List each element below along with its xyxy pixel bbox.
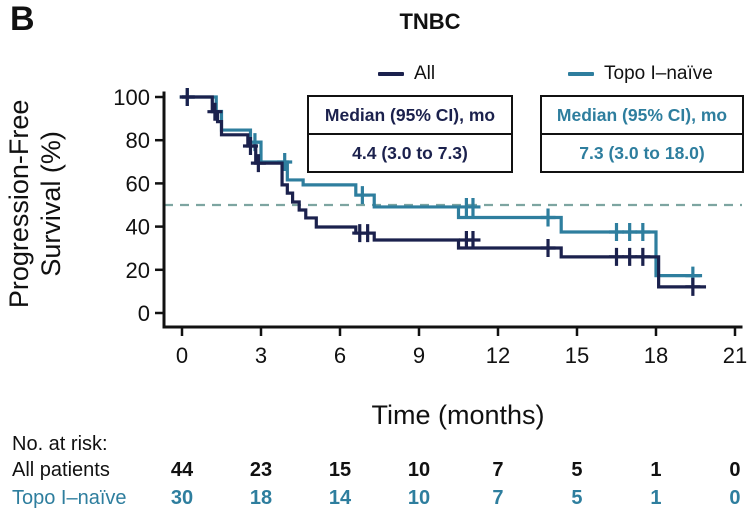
at-risk-value: 10 xyxy=(407,487,431,509)
x-tick-label: 18 xyxy=(644,343,668,368)
legend-line-all-icon xyxy=(378,72,404,76)
y-tick-label: 40 xyxy=(126,215,150,240)
censor-mark-topo xyxy=(635,223,651,241)
legend-label-all: All xyxy=(414,63,436,84)
at-risk-value: 7 xyxy=(492,459,504,481)
censor-mark-topo xyxy=(465,197,481,216)
at-risk-value: 44 xyxy=(170,459,194,481)
legend-label-topo: Topo I–naïve xyxy=(604,63,713,84)
legend-line-topo-icon xyxy=(568,72,594,76)
median-box-all-value: 4.4 (3.0 to 7.3) xyxy=(352,142,468,163)
at-risk-value: 15 xyxy=(328,459,352,481)
censor-mark-topo xyxy=(608,223,624,241)
at-risk-value: 5 xyxy=(571,459,583,481)
median-box-topo: Median (95% CI), mo 7.3 (3.0 to 18.0) xyxy=(540,95,744,173)
median-box-all: Median (95% CI), mo 4.4 (3.0 to 7.3) xyxy=(307,95,513,173)
at-risk-value: 1 xyxy=(650,487,662,509)
censor-mark-all xyxy=(360,224,376,243)
at-risk-heading: No. at risk: xyxy=(12,433,108,455)
censor-mark-topo xyxy=(622,223,638,241)
legend-item-topo: Topo I–naïve xyxy=(568,61,713,87)
x-tick-label: 3 xyxy=(255,343,267,368)
at-risk-value: 18 xyxy=(249,487,273,509)
x-axis-title: Time (months) xyxy=(371,400,545,430)
censor-mark-all xyxy=(635,247,651,266)
x-tick-label: 0 xyxy=(176,343,188,368)
y-tick-label: 20 xyxy=(126,258,150,283)
censor-mark-all xyxy=(179,88,195,106)
censor-mark-all xyxy=(242,137,258,156)
y-axis-title: Progression-Free Survival (%) xyxy=(4,69,68,339)
censor-mark-all xyxy=(622,247,638,266)
at-risk-value: 0 xyxy=(729,487,741,509)
censor-mark-all xyxy=(608,247,624,266)
axes xyxy=(162,91,743,329)
censor-mark-all xyxy=(685,277,701,296)
median-box-topo-value: 7.3 (3.0 to 18.0) xyxy=(579,142,705,163)
y-axis-title-line1: Progression-Free xyxy=(4,99,35,309)
at-risk-value: 23 xyxy=(249,459,273,481)
median-box-all-header: Median (95% CI), mo xyxy=(309,97,511,135)
at-risk-value: 10 xyxy=(407,459,431,481)
censor-mark-topo xyxy=(354,186,370,205)
censor-mark-all xyxy=(250,154,266,173)
y-axis-title-line2: Survival (%) xyxy=(36,131,66,277)
censor-mark-topo xyxy=(540,208,556,227)
legend-item-all: All xyxy=(378,61,435,87)
at-risk-value: 0 xyxy=(729,459,741,481)
at-risk-value: 5 xyxy=(571,487,583,509)
y-tick-label: 80 xyxy=(126,128,150,153)
x-tick-label: 21 xyxy=(723,343,747,368)
at-risk-value: 14 xyxy=(328,487,352,509)
at-risk-value: 1 xyxy=(650,459,662,481)
y-tick-label: 100 xyxy=(113,85,150,110)
censor-mark-all xyxy=(465,230,481,249)
x-tick-label: 15 xyxy=(565,343,589,368)
at-risk-label-all: All patients xyxy=(12,459,110,481)
censor-mark-all xyxy=(540,238,556,257)
at-risk-value: 7 xyxy=(492,487,504,509)
censor-mark-all xyxy=(207,102,223,121)
panel-label: B xyxy=(10,0,35,38)
at-risk-label-topo: Topo I–naïve xyxy=(12,487,127,509)
y-tick-label: 0 xyxy=(138,301,150,326)
x-tick-label: 12 xyxy=(486,343,510,368)
y-tick-label: 60 xyxy=(126,171,150,196)
chart-title: TNBC xyxy=(399,9,461,34)
x-tick-label: 6 xyxy=(334,343,346,368)
at-risk-value: 30 xyxy=(170,487,194,509)
km-curve-all xyxy=(182,95,707,289)
x-tick-label: 9 xyxy=(413,343,425,368)
median-box-topo-header: Median (95% CI), mo xyxy=(542,97,742,135)
